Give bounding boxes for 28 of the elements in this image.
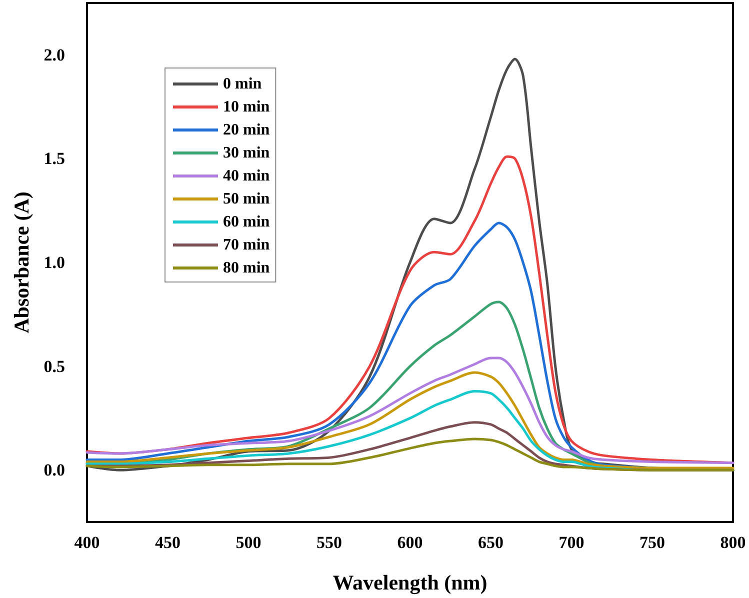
x-tick-label: 650 <box>478 533 504 552</box>
legend-label: 20 min <box>223 122 270 138</box>
x-tick-label: 550 <box>316 533 342 552</box>
y-tick-label: 1.0 <box>44 253 65 272</box>
x-tick-label: 500 <box>236 533 262 552</box>
y-axis-title: Absorbance (A) <box>10 192 34 334</box>
y-tick-label: 1.5 <box>44 149 65 168</box>
y-tick-label: 0.0 <box>44 460 65 480</box>
legend-label: 60 min <box>223 214 270 230</box>
legend-label: 30 min <box>223 144 270 162</box>
legend-label: 70 min <box>223 236 270 254</box>
legend-label: 50 min <box>223 190 270 208</box>
y-tick-label: 0.5 <box>44 356 65 376</box>
line-series <box>86 356 734 464</box>
legend-label: 80 min <box>223 260 270 276</box>
x-tick-label: 450 <box>155 533 180 552</box>
x-tick-label: 750 <box>640 533 665 552</box>
legend-label: 10 min <box>223 98 270 116</box>
line-series <box>86 371 734 470</box>
legend-label: 0 min <box>223 76 262 92</box>
legend-label: 40 min <box>223 168 270 184</box>
x-tick-label: 400 <box>74 533 100 552</box>
line-series <box>86 438 734 472</box>
x-tick-label: 800 <box>720 533 746 552</box>
y-tick-label: 2.0 <box>44 45 65 64</box>
x-tick-label: 700 <box>558 533 584 552</box>
x-axis-title: Wavelength (nm) <box>332 570 488 594</box>
x-tick-label: 600 <box>397 533 423 552</box>
